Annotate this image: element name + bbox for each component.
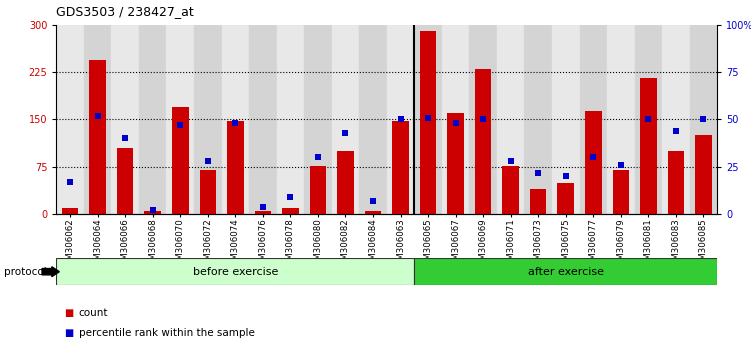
Bar [497, 25, 524, 214]
Bar [585, 111, 602, 214]
Bar [420, 31, 436, 214]
Bar [194, 25, 222, 214]
Bar [530, 189, 547, 214]
Bar [668, 151, 684, 214]
Bar [111, 25, 139, 214]
Bar [557, 183, 574, 214]
Bar [282, 208, 299, 214]
Bar [415, 25, 442, 214]
Bar [172, 107, 189, 214]
Bar [392, 121, 409, 214]
Bar [62, 208, 78, 214]
Bar [56, 25, 84, 214]
Bar [415, 258, 717, 285]
Bar [524, 25, 552, 214]
Bar [139, 25, 167, 214]
Bar [359, 25, 387, 214]
Bar [448, 113, 464, 214]
Text: ■: ■ [64, 328, 73, 338]
Bar [475, 69, 491, 214]
Bar [552, 25, 580, 214]
Bar [200, 170, 216, 214]
Bar [117, 148, 134, 214]
Bar [442, 25, 469, 214]
Text: percentile rank within the sample: percentile rank within the sample [79, 328, 255, 338]
Bar [337, 151, 354, 214]
Bar [89, 59, 106, 214]
Bar [365, 211, 382, 214]
Bar [332, 25, 359, 214]
Bar [249, 25, 276, 214]
Bar [635, 25, 662, 214]
Bar [84, 25, 111, 214]
Bar [502, 166, 519, 214]
Text: GDS3503 / 238427_at: GDS3503 / 238427_at [56, 5, 194, 18]
Bar [56, 258, 415, 285]
Text: before exercise: before exercise [192, 267, 278, 277]
Bar [304, 25, 332, 214]
Bar [689, 25, 717, 214]
Text: count: count [79, 308, 108, 318]
Text: protocol: protocol [4, 267, 47, 277]
Bar [167, 25, 194, 214]
Bar [276, 25, 304, 214]
Bar [387, 25, 415, 214]
Text: after exercise: after exercise [528, 267, 604, 277]
Bar [695, 135, 712, 214]
Text: ■: ■ [64, 308, 73, 318]
Bar [222, 25, 249, 214]
Bar [227, 121, 243, 214]
Bar [607, 25, 635, 214]
Bar [255, 211, 271, 214]
Bar [469, 25, 497, 214]
Bar [144, 211, 161, 214]
Bar [640, 79, 656, 214]
Bar [580, 25, 607, 214]
Bar [309, 166, 326, 214]
Bar [662, 25, 689, 214]
Bar [613, 170, 629, 214]
